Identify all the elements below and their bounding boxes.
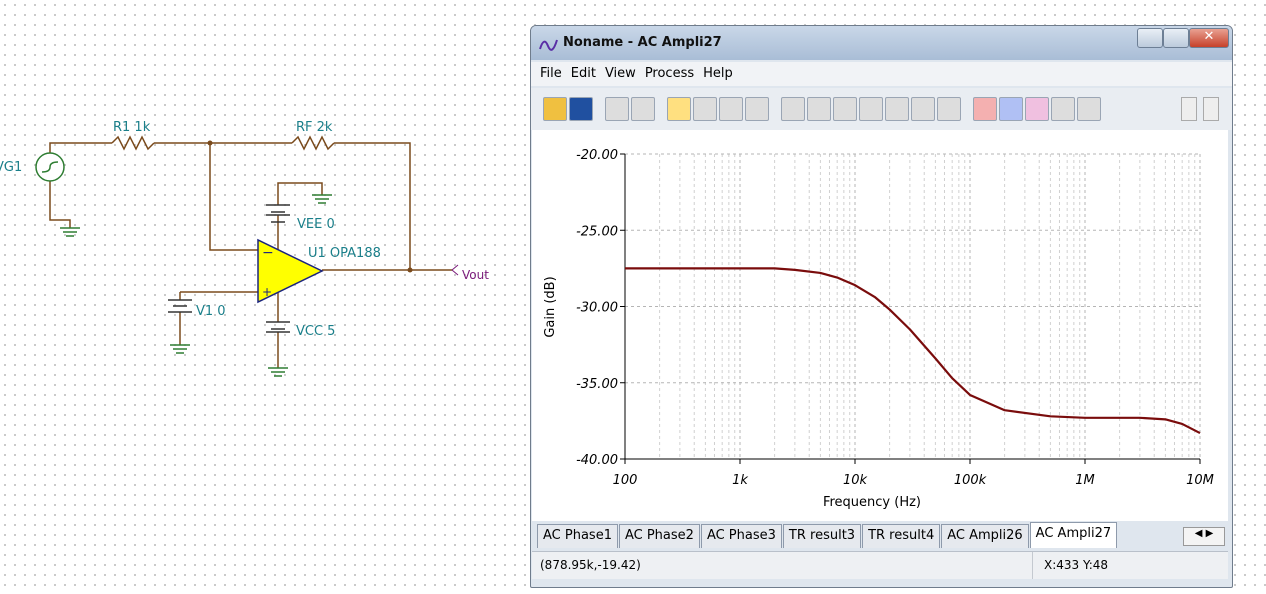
window-title: Noname - AC Ampli27 [563,35,722,50]
toolbar-button[interactable] [1025,97,1049,121]
toolbar-button[interactable] [1051,97,1075,121]
toolbar-button[interactable] [885,97,909,121]
svg-text:−: − [262,245,274,261]
plot: Frequency (Hz) Gain (dB) -40.00 -35.00 -30… [532,130,1228,521]
tab[interactable]: TR result4 [862,524,941,548]
toolbar [531,88,1232,130]
toolbar-button[interactable] [833,97,857,121]
status-cursor: X:433 Y:48 [1044,558,1109,572]
close-button[interactable]: ✕ [1189,28,1229,48]
y-tick-label: -40.00 [576,453,618,468]
window: Noname - AC Ampli27 ✕ File Edit View Proces… [530,25,1233,588]
toolbar-button[interactable] [719,97,743,121]
y-axis-label: Gain (dB) [543,276,558,337]
menu-item[interactable]: Help [703,66,733,81]
y-tick-label: -30.00 [576,301,618,316]
toolbar-button[interactable] [973,97,997,121]
series-line [625,267,1201,435]
menu-item[interactable]: View [604,66,636,81]
toolbar-scroll[interactable] [1203,97,1219,121]
label: U1 OPA188 [308,246,381,261]
tab[interactable]: AC Ampli27 [1029,522,1118,548]
minimize-button[interactable] [1137,28,1163,48]
x-tick-label: 10k [843,473,868,488]
y-tick-label: -25.00 [576,224,618,239]
menu-item[interactable]: Edit [570,66,596,81]
x-tick-label: 1k [732,473,748,488]
tab[interactable]: AC Phase1 [537,524,618,548]
label: R1 1k [113,120,151,135]
menu-item[interactable]: Process [644,66,695,81]
tab[interactable]: AC Phase2 [618,524,700,548]
label: VG1 [0,160,22,175]
toolbar-button[interactable] [667,97,691,121]
toolbar-button[interactable] [631,97,655,121]
tab-scroll[interactable]: ◀ ▶ [1183,527,1225,546]
toolbar-button[interactable] [807,97,831,121]
tab[interactable]: AC Ampli26 [941,524,1029,548]
toolbar-button[interactable] [937,97,961,121]
status-bar: (878.95k,-19.42) X:433 Y:48 [532,551,1228,579]
toolbar-button[interactable] [1077,97,1101,121]
status-coordinates: (878.95k,-19.42) [540,558,641,572]
label: VCC 5 [296,324,335,339]
label: VEE 0 [297,217,335,232]
toolbar-button[interactable] [859,97,883,121]
menu-bar: File Edit View Process Help [531,62,1232,86]
tab[interactable]: AC Phase3 [700,524,782,548]
tab[interactable]: TR result3 [782,524,862,548]
y-tick-label: -20.00 [576,148,618,163]
label: RF 2k [296,120,333,135]
x-tick-label: 1M [1075,473,1095,488]
toolbar-button[interactable] [911,97,935,121]
toolbar-button[interactable] [693,97,717,121]
toolbar-scroll[interactable] [1181,97,1197,121]
toolbar-button[interactable] [999,97,1023,121]
label: V1 0 [196,304,226,319]
app-icon [539,39,558,51]
x-tick-label: 10M [1186,473,1214,488]
menu-item[interactable]: File [540,66,562,81]
svg-text:+: + [262,285,272,299]
toolbar-button[interactable] [745,97,769,121]
toolbar-button[interactable] [781,97,805,121]
x-axis-label: Frequency (Hz) [823,495,921,510]
tab-bar: AC Phase1 AC Phase2 AC Phase3 TR result3 TR … [537,522,1227,548]
schematic: − + VG1 R1 1k RF 2k VEE 0 U1 OPA188 V1 0… [0,120,489,377]
toolbar-button[interactable] [605,97,629,121]
label: Vout [462,268,489,282]
title-bar: Noname - AC Ampli27 ✕ [531,26,1232,60]
maximize-button[interactable] [1163,28,1189,48]
y-tick-label: -35.00 [576,377,618,392]
x-tick-label: 100k [954,473,987,488]
toolbar-button[interactable] [569,97,593,121]
x-tick-label: 100 [613,473,638,488]
toolbar-button[interactable] [543,97,567,121]
